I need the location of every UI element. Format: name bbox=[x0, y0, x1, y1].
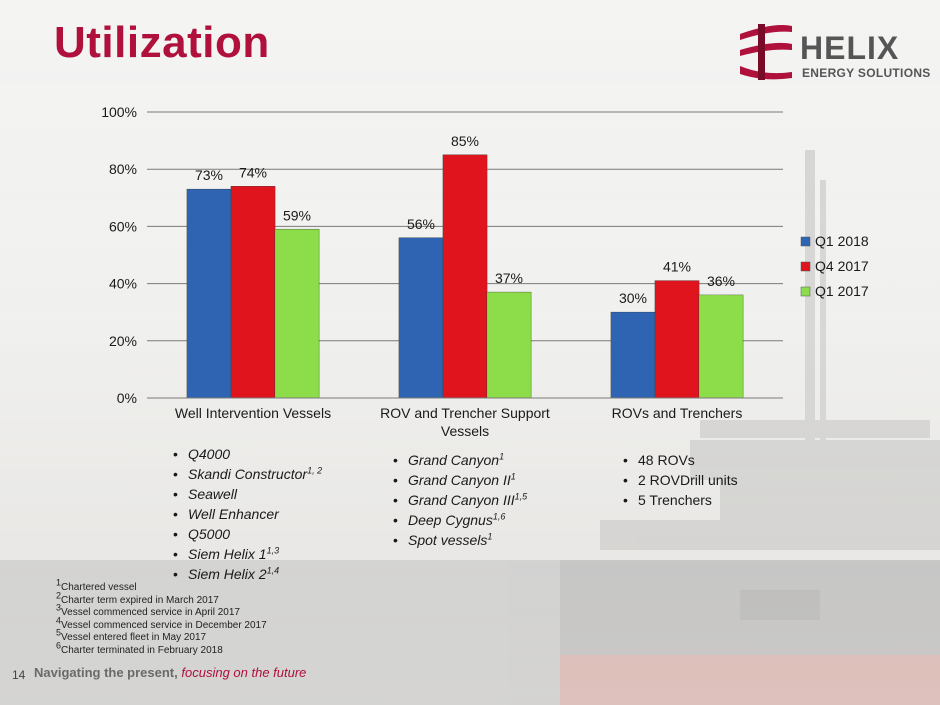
y-tick-label: 20% bbox=[109, 333, 137, 349]
legend-label: Q1 2018 bbox=[815, 233, 869, 249]
list-item: Well Enhancer bbox=[170, 504, 322, 524]
page-number: 14 bbox=[12, 668, 26, 682]
footnote: 5Vessel entered fleet in May 2017 bbox=[56, 627, 207, 643]
slide-title: Utilization bbox=[54, 18, 270, 67]
logo-subtext: ENERGY SOLUTIONS bbox=[802, 66, 931, 80]
list-item: Q4000 bbox=[170, 444, 322, 464]
legend-swatch bbox=[800, 286, 811, 297]
legend-swatch bbox=[800, 236, 811, 247]
data-label: 37% bbox=[495, 270, 523, 286]
bar-shading bbox=[399, 237, 443, 398]
y-tick-label: 100% bbox=[101, 104, 137, 120]
bar-shading bbox=[231, 186, 275, 398]
y-tick-label: 60% bbox=[109, 218, 137, 234]
footnote: 6Charter terminated in February 2018 bbox=[56, 640, 223, 656]
bar-shading bbox=[275, 229, 319, 398]
bar-shading bbox=[487, 292, 531, 398]
bar-shading bbox=[187, 189, 231, 398]
data-label: 73% bbox=[195, 167, 223, 183]
well-intervention-vessel-list: Q4000Skandi Constructor1, 2SeawellWell E… bbox=[170, 444, 322, 584]
bar-shading bbox=[611, 312, 655, 398]
data-label: 30% bbox=[619, 290, 647, 306]
logo-text: HELIX bbox=[800, 30, 900, 66]
list-item: Q5000 bbox=[170, 524, 322, 544]
data-label: 85% bbox=[451, 133, 479, 149]
bar-shading bbox=[655, 280, 699, 398]
data-label: 41% bbox=[663, 259, 691, 275]
list-item: Spot vessels1 bbox=[390, 530, 527, 550]
x-tick-label: Vessels bbox=[441, 423, 489, 439]
list-item: 5 Trenchers bbox=[620, 490, 738, 510]
tagline-accent: focusing on the future bbox=[181, 665, 307, 680]
legend-swatch bbox=[800, 261, 811, 272]
footnote: 2Charter term expired in March 2017 bbox=[56, 590, 219, 606]
list-item: Grand Canyon1 bbox=[390, 450, 527, 470]
list-item: Siem Helix 11,3 bbox=[170, 544, 322, 564]
footnote: 1Chartered vessel bbox=[56, 577, 137, 593]
data-label: 56% bbox=[407, 216, 435, 232]
rovs-trenchers-list: 48 ROVs2 ROVDrill units5 Trenchers bbox=[620, 450, 738, 510]
bar-shading bbox=[699, 295, 743, 398]
list-item: Deep Cygnus1,6 bbox=[390, 510, 527, 530]
rov-support-vessel-list: Grand Canyon1Grand Canyon II1Grand Canyo… bbox=[390, 450, 527, 550]
legend-label: Q4 2017 bbox=[815, 258, 869, 274]
y-tick-label: 40% bbox=[109, 276, 137, 292]
list-item: 2 ROVDrill units bbox=[620, 470, 738, 490]
tagline-main: Navigating the present, bbox=[34, 665, 178, 680]
y-tick-label: 80% bbox=[109, 161, 137, 177]
list-item: Siem Helix 21,4 bbox=[170, 564, 322, 584]
data-label: 36% bbox=[707, 273, 735, 289]
list-item: Seawell bbox=[170, 484, 322, 504]
x-tick-label: Well Intervention Vessels bbox=[175, 405, 331, 421]
footnotes: 1Chartered vessel 2Charter term expired i… bbox=[56, 577, 267, 657]
list-item: Grand Canyon III1,5 bbox=[390, 490, 527, 510]
footnote: 3Vessel commenced service in April 2017 bbox=[56, 602, 240, 618]
list-item: Skandi Constructor1, 2 bbox=[170, 464, 322, 484]
y-tick-label: 0% bbox=[117, 390, 137, 406]
helix-logo-icon bbox=[740, 24, 792, 80]
x-tick-label: ROVs and Trenchers bbox=[612, 405, 743, 421]
legend-label: Q1 2017 bbox=[815, 283, 869, 299]
data-label: 74% bbox=[239, 164, 267, 180]
footnote: 4Vessel commenced service in December 20… bbox=[56, 615, 267, 631]
x-tick-label: ROV and Trencher Support bbox=[380, 405, 550, 421]
bar-shading bbox=[443, 154, 487, 398]
list-item: Grand Canyon II1 bbox=[390, 470, 527, 490]
tagline: Navigating the present, focusing on the … bbox=[34, 665, 306, 680]
data-label: 59% bbox=[283, 207, 311, 223]
list-item: 48 ROVs bbox=[620, 450, 738, 470]
